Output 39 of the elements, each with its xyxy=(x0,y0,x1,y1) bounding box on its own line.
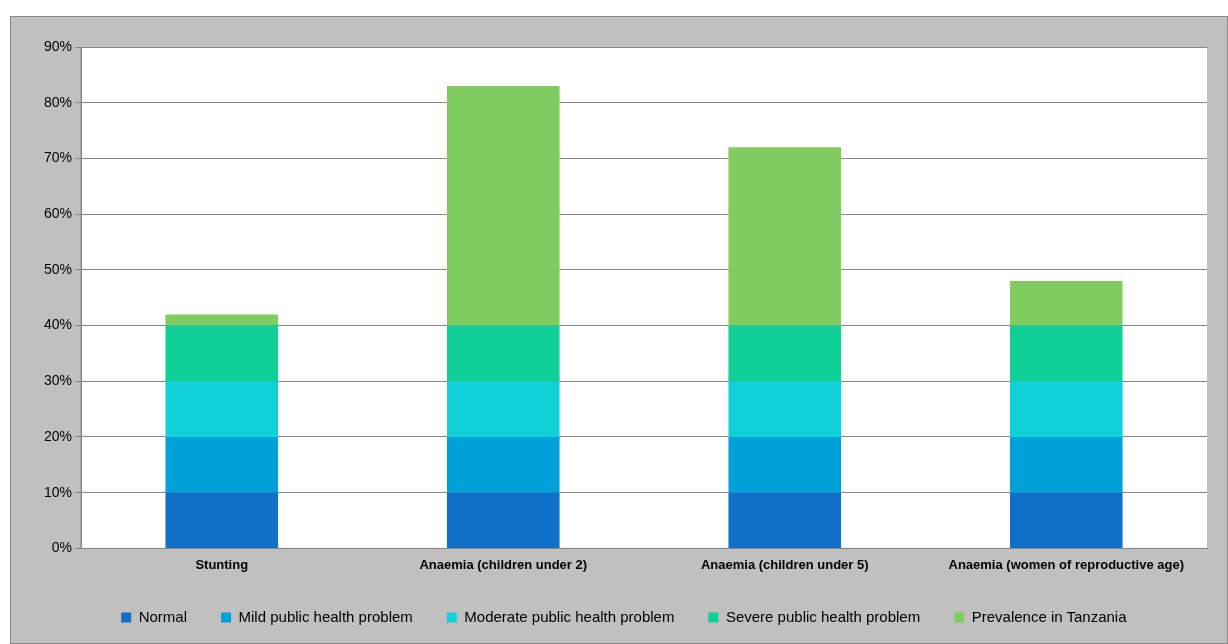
bar xyxy=(165,314,279,326)
bar xyxy=(728,325,842,382)
bar xyxy=(165,381,279,437)
y-tick-label: 80% xyxy=(43,93,73,110)
bar xyxy=(1009,381,1123,437)
bar xyxy=(728,492,842,548)
x-tick-label: Anaemia (women of reproductive age) xyxy=(948,556,1184,572)
y-tick-label: 20% xyxy=(43,427,73,444)
y-tick-label: 40% xyxy=(43,316,73,333)
legend-label: Mild public health problem xyxy=(238,607,413,625)
y-tick-label: 30% xyxy=(43,372,73,389)
bar xyxy=(165,436,279,493)
bar xyxy=(1009,492,1123,548)
bar xyxy=(728,147,842,326)
bar xyxy=(1009,325,1123,382)
bar xyxy=(446,381,560,437)
x-tick-label: Stunting xyxy=(195,556,249,572)
bar xyxy=(446,86,560,326)
bar xyxy=(446,325,560,382)
y-tick-label: 10% xyxy=(43,483,73,500)
bar xyxy=(165,325,279,382)
x-tick-label: Anaemia (children under 5) xyxy=(700,556,869,572)
bar xyxy=(1009,436,1123,493)
bar xyxy=(165,492,279,548)
y-tick-label: 70% xyxy=(43,149,73,166)
y-tick-label: 0% xyxy=(51,539,73,556)
bar xyxy=(728,436,842,493)
x-tick-label: Anaemia (children under 2) xyxy=(419,556,588,572)
bar xyxy=(446,436,560,493)
legend-label: Normal xyxy=(138,607,188,625)
legend-label: Severe public health problem xyxy=(725,607,921,625)
y-tick-label: 60% xyxy=(43,204,73,221)
y-tick-label: 50% xyxy=(43,260,73,277)
bar xyxy=(446,492,560,548)
bar xyxy=(1009,280,1123,326)
legend-label: Moderate public health problem xyxy=(464,607,675,625)
bar xyxy=(728,381,842,437)
y-tick-label: 90% xyxy=(43,37,73,54)
legend-label: Prevalence in Tanzania xyxy=(971,607,1128,625)
